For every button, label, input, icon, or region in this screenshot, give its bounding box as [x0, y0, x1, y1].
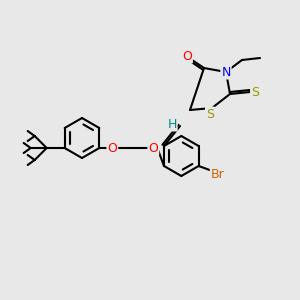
Text: H: H: [167, 118, 177, 130]
Text: Br: Br: [211, 167, 224, 181]
Text: N: N: [221, 65, 231, 79]
Text: S: S: [206, 107, 214, 121]
Text: S: S: [251, 85, 259, 98]
Text: O: O: [107, 142, 117, 154]
Text: O: O: [148, 142, 158, 154]
Text: O: O: [182, 50, 192, 62]
